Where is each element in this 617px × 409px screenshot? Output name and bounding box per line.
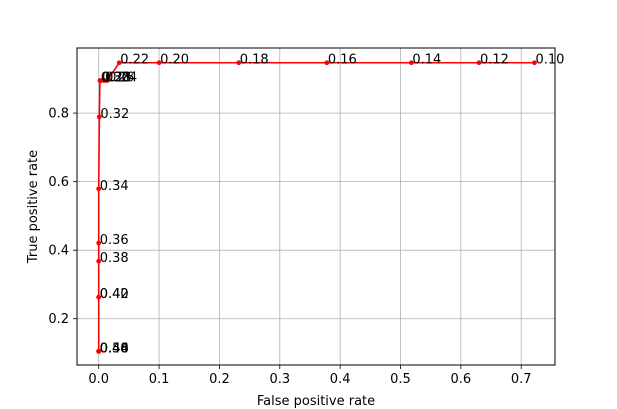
series-point — [116, 60, 122, 66]
data-label: 0.48 — [100, 341, 129, 356]
x-axis-label: False positive rate — [257, 394, 375, 409]
data-label: 0.12 — [480, 53, 509, 68]
series-point — [96, 348, 102, 354]
data-label: 0.22 — [120, 53, 149, 68]
series-point — [96, 240, 102, 246]
x-tick-label: 0.4 — [330, 372, 351, 387]
series-point — [408, 60, 414, 66]
y-tick-label: 0.8 — [48, 107, 69, 122]
data-label: 0.50 — [100, 341, 129, 356]
data-label: 0.36 — [100, 233, 129, 248]
series-point — [96, 294, 102, 300]
data-label: 0.44 — [100, 341, 129, 356]
series-point — [97, 78, 103, 83]
series-point — [96, 258, 102, 264]
data-label: 0.14 — [412, 53, 441, 68]
series-points — [96, 60, 537, 354]
x-tick-label: 0.1 — [149, 372, 170, 387]
data-label: 0.18 — [240, 53, 269, 68]
data-labels: 0.10 0.12 0.14 0.16 0.18 0.20 0.22 0.240.260.28… — [100, 53, 565, 357]
data-label: 0.30 — [101, 71, 130, 86]
x-tick-label: 0.2 — [209, 372, 230, 387]
data-label: 0.40 — [100, 287, 129, 302]
data-label: 0.38 — [100, 251, 129, 266]
gridlines — [77, 48, 555, 365]
series-point — [96, 186, 102, 192]
x-tick-label: 0.0 — [88, 372, 109, 387]
data-label: 0.16 — [328, 53, 357, 68]
data-label: 0.32 — [100, 107, 129, 122]
series-point — [96, 114, 102, 120]
series-point — [476, 60, 482, 66]
y-tick-label: 0.2 — [48, 312, 69, 327]
plot-frame — [76, 47, 556, 366]
data-label: 0.42 — [100, 287, 129, 302]
series-point — [324, 60, 330, 66]
data-label: 0.20 — [160, 53, 189, 68]
series-point — [236, 60, 242, 66]
data-label: 0.34 — [100, 179, 129, 194]
x-tick-label: 0.5 — [390, 372, 411, 387]
data-label: 0.24 — [108, 71, 137, 86]
data-label: 0.28 — [102, 71, 131, 86]
data-label: 0.46 — [100, 341, 129, 356]
x-tick-label: 0.7 — [511, 372, 532, 387]
data-label: 0.10 — [535, 53, 564, 68]
series-point — [532, 60, 537, 66]
data-label: 0.26 — [105, 71, 134, 86]
axis-ticks: 0.0 0.1 0.2 0.3 0.4 0.5 0.6 0.7 0.2 0.4 0.6 0.8 — [48, 107, 531, 387]
series-point — [156, 60, 162, 66]
y-tick-label: 0.6 — [48, 175, 69, 190]
x-tick-label: 0.3 — [269, 372, 290, 387]
y-axis-label: True positive rate — [26, 150, 41, 264]
x-tick-label: 0.6 — [451, 372, 472, 387]
y-tick-label: 0.4 — [48, 244, 69, 259]
